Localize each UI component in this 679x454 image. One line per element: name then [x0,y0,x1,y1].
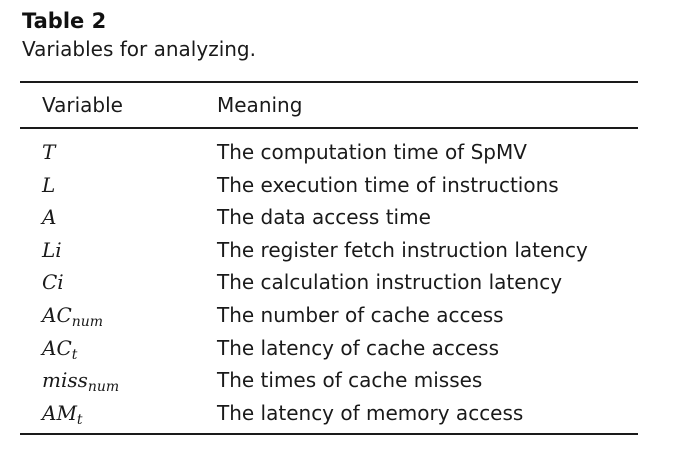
variable-cell: Ci [42,270,64,295]
table-row: Li The register fetch instruction latenc… [0,234,679,267]
variable-cell: T [42,140,56,164]
meaning-cell: The latency of cache access [217,335,499,360]
table-caption: Table 2 Variables for analyzing. [22,8,256,63]
table-label: Table 2 [22,9,107,33]
table-row: L The execution time of instructions [0,169,679,202]
table-row: missnum The times of cache misses [0,364,679,397]
table-row: ACt The latency of cache access [0,332,679,365]
table-bottom-rule [20,433,638,435]
table-row: Ci The calculation instruction latency [0,266,679,299]
variable-cell: AMt [42,400,83,428]
meaning-cell: The execution time of instructions [217,172,559,197]
meaning-cell: The data access time [217,205,431,230]
table-row: A The data access time [0,201,679,234]
table-body: T The computation time of SpMV L The exe… [0,136,679,429]
meaning-cell: The computation time of SpMV [217,140,527,164]
variable-cell: Li [42,237,62,262]
table-row: ACnum The number of cache access [0,299,679,332]
meaning-cell: The times of cache misses [217,368,483,393]
meaning-cell: The register fetch instruction latency [217,237,588,262]
header-variable: Variable [42,93,123,117]
table-title: Variables for analyzing. [22,37,256,61]
variable-cell: missnum [42,368,120,396]
variable-cell: ACt [42,335,78,363]
table-row: T The computation time of SpMV [0,136,679,169]
variable-cell: L [42,172,56,197]
meaning-cell: The calculation instruction latency [217,270,563,295]
variable-cell: A [42,205,57,230]
meaning-cell: The latency of memory access [217,400,524,425]
table-header-row: Variable Meaning [0,89,679,121]
table-row: AMt The latency of memory access [0,397,679,430]
variable-cell: ACnum [42,302,104,330]
meaning-cell: The number of cache access [217,302,504,327]
table-header-rule [20,127,638,129]
table-top-rule [20,81,638,83]
header-meaning: Meaning [217,93,303,117]
